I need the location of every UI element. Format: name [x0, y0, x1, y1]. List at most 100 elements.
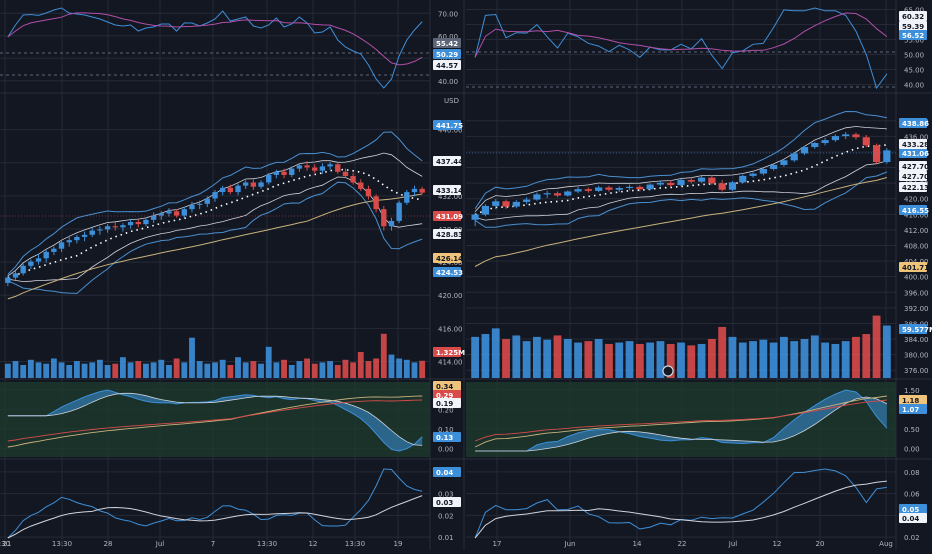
- price-tag: 60.32: [899, 11, 927, 21]
- macd-line: [7, 389, 423, 452]
- price-tag-value: 437.44: [436, 158, 463, 166]
- price-tag-value: 60.32: [902, 13, 924, 21]
- y-tick-label: 412.00: [904, 227, 929, 235]
- price-tag: 1.07: [899, 404, 927, 414]
- volume-bar: [821, 342, 830, 378]
- y-tick-label: 0.00: [904, 445, 920, 453]
- left-bottom: [7, 468, 423, 539]
- rsi-line: [7, 7, 423, 89]
- candle-body: [112, 226, 118, 228]
- price-tag-box: [433, 398, 461, 408]
- candle-body: [780, 160, 788, 165]
- volume-bar: [411, 362, 418, 378]
- left-panel: [4, 131, 426, 378]
- candle-body: [173, 211, 180, 216]
- price-tag: 427.70: [899, 171, 929, 181]
- candle-body: [821, 140, 829, 144]
- candle-body: [66, 240, 72, 243]
- candle-body: [342, 171, 349, 177]
- volume-bar: [304, 358, 310, 378]
- candle-body: [97, 229, 103, 231]
- y-tick-label: 0.20: [438, 406, 454, 414]
- volume-bar: [738, 342, 747, 378]
- price-tag-box: [433, 49, 461, 59]
- candle-body: [759, 168, 767, 174]
- price-tag-value: 50.29: [436, 51, 458, 59]
- price-tag-value: 422.13: [902, 184, 929, 192]
- candle-body: [708, 177, 716, 184]
- volume-bar: [311, 363, 318, 378]
- sma-line: [7, 193, 423, 300]
- price-tag: 0.13: [433, 432, 461, 442]
- volume-bar: [135, 361, 142, 378]
- x-tick-label: 21: [3, 540, 12, 548]
- y-tick-label: 55.00: [904, 37, 924, 45]
- candle-body: [243, 182, 249, 186]
- volume-bar: [553, 335, 562, 378]
- candle-body: [523, 199, 531, 202]
- candle-body: [120, 225, 126, 228]
- candle-body: [127, 221, 134, 226]
- price-tag: 0.03: [433, 497, 461, 507]
- x-tick-label: 13:30: [0, 540, 10, 548]
- price-tag: 1.18: [899, 395, 927, 405]
- x-tick-label: 7: [211, 540, 215, 548]
- candle-body: [646, 184, 654, 190]
- candle-body: [74, 236, 80, 241]
- volume-bar: [697, 343, 706, 378]
- rsi-signal-line: [7, 12, 423, 66]
- volume-bar: [265, 346, 272, 378]
- price-tag-box: [433, 381, 461, 391]
- volume-bar: [780, 336, 788, 378]
- x-tick-label: 22: [678, 540, 687, 548]
- bollinger-upper-outer: [7, 131, 423, 275]
- volume-bar: [273, 362, 280, 378]
- price-tag-box: [433, 229, 461, 239]
- volume-bar: [12, 361, 19, 378]
- candle-body: [235, 185, 241, 193]
- candle-body: [381, 209, 387, 227]
- volume-bar: [327, 361, 334, 378]
- candle-body: [471, 214, 479, 220]
- volume-bar: [852, 336, 860, 378]
- y-tick-label: 380.00: [904, 352, 929, 360]
- candle-body: [81, 234, 88, 237]
- macd-zone: [0, 382, 430, 457]
- y-tick-label: 65.00: [904, 7, 924, 15]
- y-tick-label: 0.10: [438, 426, 454, 434]
- volume-bar: [204, 363, 211, 378]
- y-tick-label: 424.00: [438, 259, 463, 267]
- volume-bar: [127, 362, 134, 378]
- candle-body: [872, 145, 881, 163]
- candle-body: [289, 168, 295, 175]
- x-tick-label: 13:30: [345, 540, 365, 548]
- candle-body: [574, 189, 582, 192]
- volume-bar: [189, 337, 195, 378]
- price-tag-box: [899, 30, 927, 40]
- candle-body: [212, 192, 218, 199]
- x-tick-label: 13:30: [257, 540, 277, 548]
- volume-bar: [635, 343, 644, 378]
- right-bottom: [474, 468, 887, 539]
- volume-bar: [166, 365, 172, 378]
- candle-body: [281, 171, 287, 175]
- candle-body: [266, 174, 272, 183]
- price-tag: 0.04: [899, 513, 927, 523]
- candle-body: [625, 186, 634, 189]
- volume-bar: [35, 362, 42, 378]
- price-tag-value: 0.29: [436, 392, 453, 400]
- volume-bar: [219, 359, 226, 378]
- price-tag: 0.29: [433, 390, 461, 400]
- macd-trend-line: [7, 399, 423, 442]
- candle-body: [842, 134, 850, 137]
- currency-label: USD: [444, 97, 459, 105]
- volume-bar: [181, 362, 188, 378]
- volume-bar: [605, 343, 613, 378]
- candle-body: [502, 201, 510, 207]
- volatility-line: [7, 468, 423, 539]
- volume-bar: [258, 363, 264, 378]
- price-tag: 44.57: [433, 60, 461, 70]
